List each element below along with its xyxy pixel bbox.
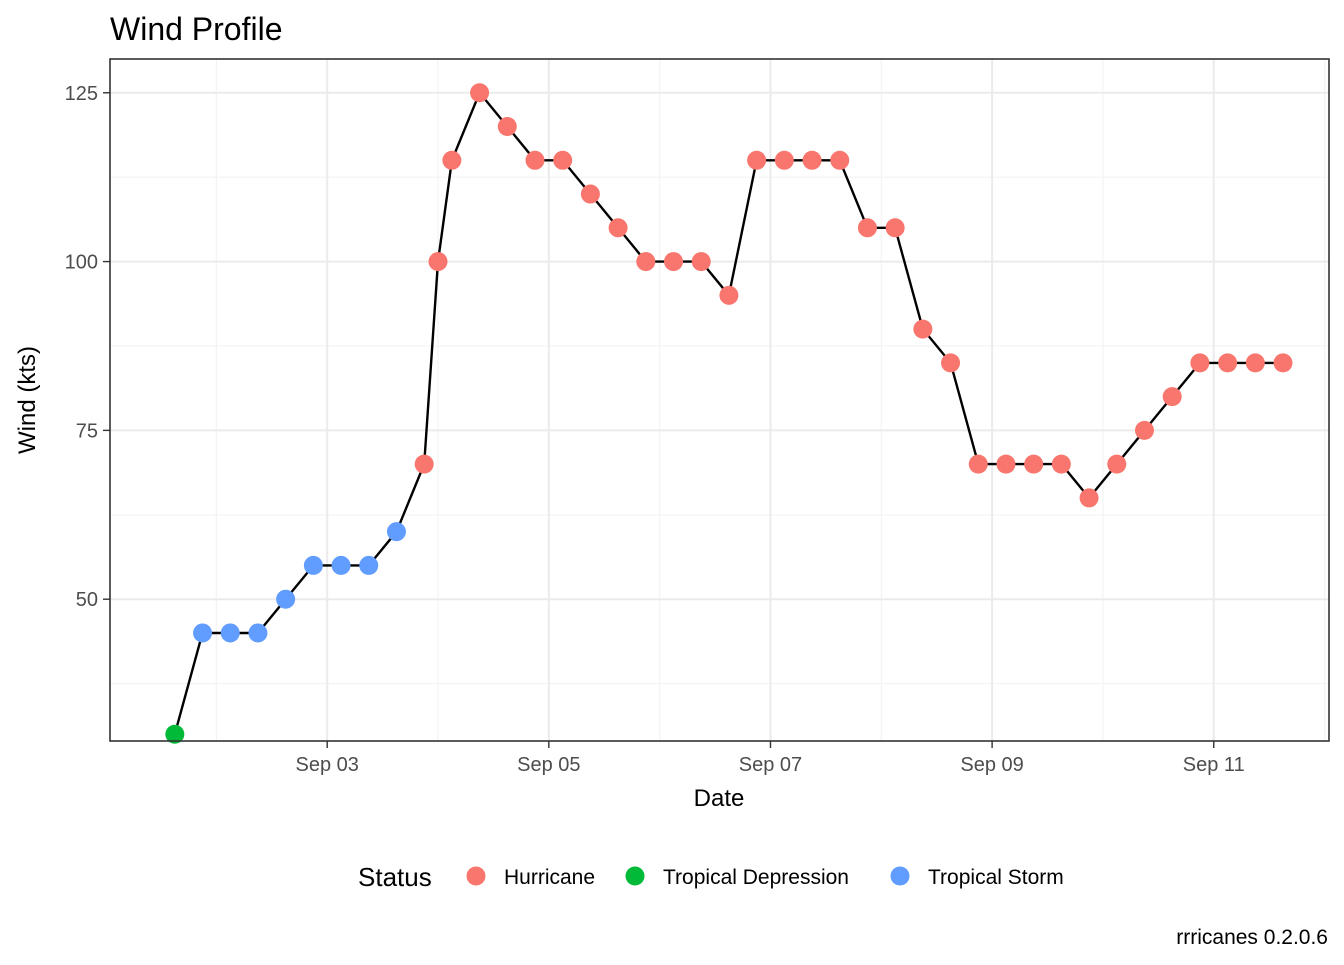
data-point (747, 150, 767, 170)
plot-panel-border (109, 58, 1330, 742)
minor-gridlines (110, 59, 1329, 741)
y-axis-title: Wind (kts) (14, 346, 41, 454)
data-point (497, 117, 517, 137)
legend-title: Status (358, 862, 432, 892)
x-tick-label: Sep 03 (296, 754, 359, 776)
data-point (165, 724, 185, 744)
data-point (553, 150, 573, 170)
data-point (1079, 488, 1099, 508)
legend-label: Hurricane (504, 866, 595, 889)
data-point (428, 252, 448, 272)
x-tick-label: Sep 09 (960, 754, 1023, 776)
data-point (580, 184, 600, 204)
data-point (1134, 420, 1154, 440)
data-point (913, 319, 933, 339)
x-tick-label: Sep 11 (1183, 754, 1245, 776)
data-point (1107, 454, 1127, 474)
data-point (248, 623, 268, 643)
legend-key (625, 866, 645, 886)
y-tick-label: 125 (65, 83, 98, 105)
y-tick-label: 75 (76, 420, 98, 442)
data-points (165, 83, 1293, 744)
data-point (885, 218, 905, 238)
major-gridlines (110, 59, 1329, 741)
y-tick-label: 50 (76, 589, 98, 611)
y-axis-ticks: 50 75 100 125 (65, 83, 110, 611)
data-point (359, 555, 379, 575)
data-point (1218, 353, 1238, 373)
x-axis-ticks: Sep 03 Sep 05 Sep 07 Sep 09 Sep 11 (296, 741, 1245, 776)
legend-key (466, 866, 486, 886)
data-point (303, 555, 323, 575)
data-point (691, 252, 711, 272)
legend-key (890, 866, 910, 886)
data-point (608, 218, 628, 238)
data-point (470, 83, 490, 103)
data-point (193, 623, 213, 643)
data-point (968, 454, 988, 474)
data-point (996, 454, 1016, 474)
data-point (442, 150, 462, 170)
data-point (941, 353, 961, 373)
data-point (525, 150, 545, 170)
data-point (386, 522, 406, 542)
data-point (857, 218, 877, 238)
data-point (664, 252, 684, 272)
data-point (1024, 454, 1044, 474)
legend-label: Tropical Depression (663, 866, 849, 889)
data-point (636, 252, 656, 272)
data-point (774, 150, 794, 170)
wind-series-line (173, 90, 1283, 735)
data-point (719, 285, 739, 305)
legend: Status Hurricane Tropical Depression Tropi… (358, 862, 1064, 892)
data-point (1190, 353, 1210, 373)
x-tick-label: Sep 05 (517, 754, 580, 776)
data-point (802, 150, 822, 170)
data-point (414, 454, 434, 474)
data-point (1245, 353, 1265, 373)
legend-label: Tropical Storm (928, 866, 1064, 889)
x-tick-label: Sep 07 (739, 754, 802, 776)
data-point (830, 150, 850, 170)
data-point (1273, 353, 1293, 373)
data-point (220, 623, 240, 643)
x-axis-title: Date (694, 785, 745, 812)
data-point (1051, 454, 1071, 474)
chart-title: Wind Profile (110, 11, 283, 47)
caption: rrricanes 0.2.0.6 (1176, 926, 1328, 949)
data-point (276, 589, 296, 609)
y-tick-label: 100 (65, 252, 98, 274)
data-point (1162, 387, 1182, 407)
data-point (331, 555, 351, 575)
